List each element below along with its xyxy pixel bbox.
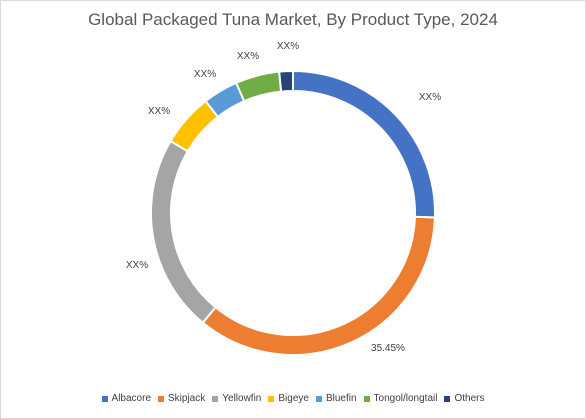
legend-label: Bigeye — [278, 393, 309, 404]
legend-item: Bluefin — [315, 393, 357, 404]
legend-label: Tongol/longtail — [373, 393, 438, 404]
data-label-bigeye: XX% — [148, 106, 170, 117]
legend-label: Yellowfin — [222, 393, 262, 404]
legend-swatch — [315, 395, 322, 402]
data-label-others: XX% — [277, 41, 299, 52]
legend-label: Others — [454, 393, 485, 404]
slice-albacore — [292, 69, 436, 219]
slice-yellowfin — [150, 139, 217, 325]
legend-swatch — [268, 395, 275, 402]
legend-item: Yellowfin — [212, 393, 261, 404]
legend-swatch — [363, 395, 370, 402]
data-label-skipjack: 35.45% — [371, 343, 405, 354]
legend-label: Skipjack — [168, 393, 206, 404]
legend-label: Albacore — [111, 393, 151, 404]
chart-title: Global Packaged Tuna Market, By Product … — [88, 10, 498, 29]
legend-swatch — [444, 395, 451, 402]
legend-swatch — [212, 395, 219, 402]
legend-item: Bigeye — [268, 393, 309, 404]
legend: Albacore Skipjack Yellowfin Bigeye Bluefin To… — [0, 393, 586, 404]
legend-item: Albacore — [101, 393, 151, 404]
legend-item: Tongol/longtail — [363, 393, 438, 404]
data-label-yellowfin: XX% — [126, 260, 148, 271]
legend-swatch — [158, 395, 164, 402]
data-label-tongol-longtail: XX% — [237, 51, 259, 62]
legend-item: Others — [444, 393, 484, 404]
data-label-bluefin: XX% — [194, 69, 216, 80]
slice-tongol-longtail — [234, 70, 283, 103]
data-label-albacore: XX% — [419, 92, 441, 103]
slice-skipjack — [201, 215, 436, 356]
legend-swatch — [101, 395, 108, 402]
slice-others — [278, 69, 294, 93]
legend-item: Skipjack — [158, 393, 205, 404]
legend-label: Bluefin — [325, 393, 357, 404]
